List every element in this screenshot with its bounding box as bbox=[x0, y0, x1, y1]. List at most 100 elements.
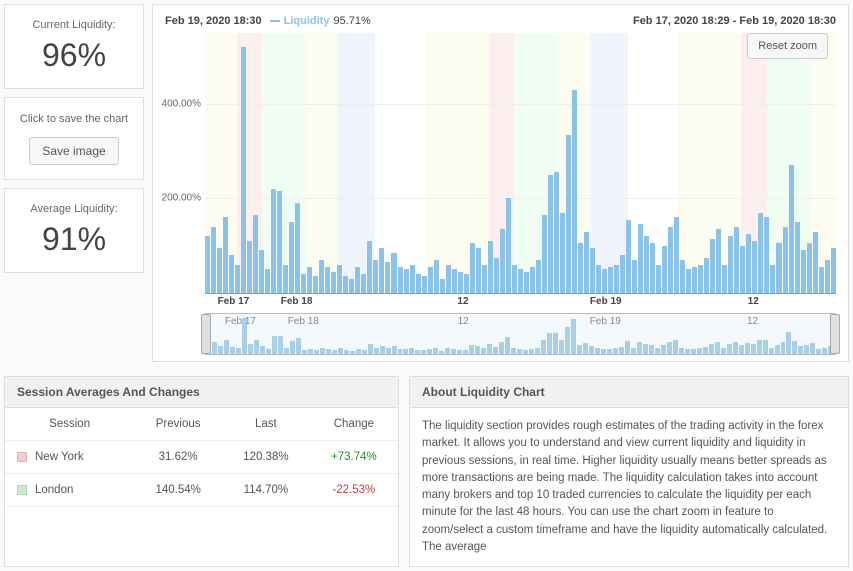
bar bbox=[662, 246, 667, 293]
bar bbox=[716, 229, 721, 293]
bar bbox=[590, 248, 595, 293]
bar bbox=[493, 347, 498, 354]
bar bbox=[704, 258, 709, 293]
navigator-x-label: Feb 17 bbox=[225, 316, 256, 327]
bar bbox=[428, 267, 433, 293]
bar bbox=[337, 265, 342, 293]
bar bbox=[541, 340, 546, 354]
current-liquidity-label: Current Liquidity: bbox=[13, 19, 135, 31]
bar bbox=[798, 346, 803, 354]
about-text: The liquidity section provides rough est… bbox=[410, 408, 848, 566]
x-tick-label: 12 bbox=[457, 296, 468, 307]
bar bbox=[650, 243, 655, 293]
bar bbox=[265, 269, 270, 293]
bar bbox=[745, 343, 750, 354]
bar bbox=[248, 344, 253, 354]
bar bbox=[410, 265, 415, 293]
bar bbox=[566, 135, 571, 293]
bar bbox=[296, 338, 301, 354]
bar bbox=[764, 217, 769, 293]
bar bbox=[512, 265, 517, 293]
bar bbox=[217, 248, 222, 293]
bar bbox=[302, 350, 307, 354]
bar bbox=[637, 342, 642, 354]
navigator-handle-left[interactable] bbox=[201, 314, 211, 354]
bar bbox=[271, 189, 276, 293]
bar bbox=[577, 345, 582, 354]
bar bbox=[770, 265, 775, 293]
bar bbox=[325, 267, 330, 293]
about-panel: About Liquidity Chart The liquidity sect… bbox=[409, 376, 849, 567]
bar bbox=[553, 333, 558, 354]
bar bbox=[229, 255, 234, 293]
sessions-table: SessionPreviousLastChange New York31.62%… bbox=[5, 408, 398, 507]
main-plot[interactable]: 200.00%400.00% bbox=[205, 33, 836, 293]
bar bbox=[602, 269, 607, 293]
bar bbox=[739, 345, 744, 354]
bar bbox=[356, 349, 361, 354]
bar bbox=[463, 350, 468, 354]
bar bbox=[259, 250, 264, 293]
legend-value: 95.71% bbox=[333, 15, 370, 27]
bar bbox=[224, 340, 229, 354]
bar bbox=[343, 276, 348, 293]
y-axis: 200.00%400.00% bbox=[165, 33, 205, 293]
bar bbox=[416, 274, 421, 293]
bar bbox=[816, 349, 821, 354]
navigator-handle-right[interactable] bbox=[830, 314, 840, 354]
bar bbox=[415, 350, 420, 354]
save-image-button[interactable]: Save image bbox=[29, 137, 118, 165]
x-tick-label: 12 bbox=[748, 296, 759, 307]
current-liquidity-panel: Current Liquidity: 96% bbox=[4, 4, 144, 89]
bar bbox=[392, 346, 397, 354]
session-name: London bbox=[5, 474, 134, 507]
bar bbox=[223, 217, 228, 293]
bar bbox=[535, 348, 540, 354]
bar bbox=[398, 349, 403, 354]
chart-header: Feb 19, 2020 18:30 Liquidity 95.71% Feb … bbox=[165, 15, 836, 27]
bar bbox=[421, 350, 426, 354]
bar bbox=[283, 265, 288, 293]
bar bbox=[403, 349, 408, 354]
bar bbox=[548, 175, 553, 293]
bar bbox=[542, 215, 547, 293]
bar bbox=[368, 344, 373, 354]
bar bbox=[349, 279, 354, 293]
navigator[interactable]: Feb 17Feb 1812Feb 1912 bbox=[205, 313, 836, 355]
bar bbox=[625, 341, 630, 354]
bar bbox=[254, 340, 259, 354]
bar bbox=[813, 232, 818, 293]
bar bbox=[795, 222, 800, 293]
bar bbox=[307, 267, 312, 293]
bar bbox=[649, 345, 654, 354]
bar bbox=[643, 344, 648, 354]
bar bbox=[236, 348, 241, 354]
bar bbox=[740, 246, 745, 293]
bar bbox=[619, 347, 624, 354]
reset-zoom-button[interactable]: Reset zoom bbox=[747, 33, 828, 59]
bar bbox=[786, 332, 791, 354]
bar bbox=[613, 348, 618, 354]
bar bbox=[284, 348, 289, 354]
bar bbox=[769, 348, 774, 354]
bar bbox=[518, 269, 523, 293]
navigator-x-label: 12 bbox=[458, 316, 469, 327]
hover-timestamp: Feb 19, 2020 18:30 bbox=[165, 15, 262, 27]
bar bbox=[511, 348, 516, 354]
bar bbox=[517, 349, 522, 354]
bar bbox=[362, 350, 367, 354]
x-tick-label: Feb 18 bbox=[281, 296, 313, 307]
bar bbox=[776, 243, 781, 293]
x-tick-label: Feb 17 bbox=[218, 296, 250, 307]
bar bbox=[422, 276, 427, 293]
bar bbox=[464, 274, 469, 293]
bar bbox=[746, 234, 751, 293]
bar bbox=[524, 272, 529, 293]
bar bbox=[692, 267, 697, 293]
bar bbox=[728, 236, 733, 293]
bar bbox=[427, 349, 432, 354]
navigator-x-label: Feb 18 bbox=[288, 316, 319, 327]
bar bbox=[565, 327, 570, 354]
bar bbox=[680, 260, 685, 293]
bar bbox=[523, 350, 528, 354]
